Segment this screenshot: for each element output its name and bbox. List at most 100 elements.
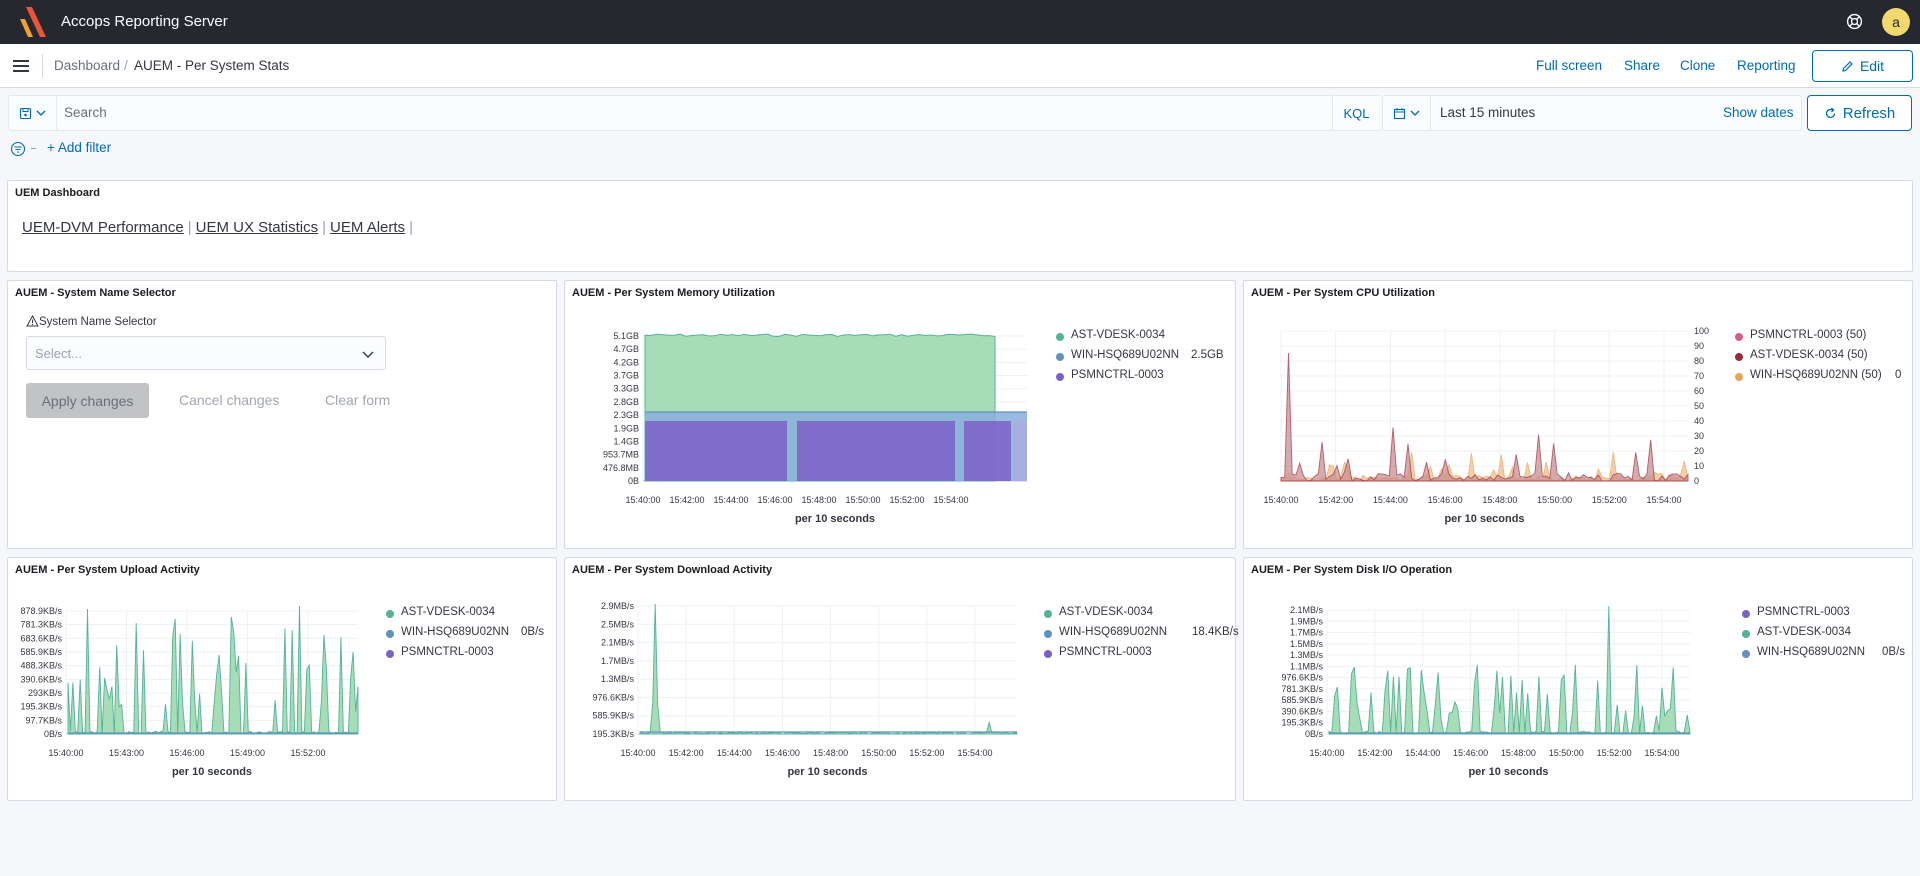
link-uem-dvm-performance[interactable]: UEM-DVM Performance — [22, 219, 184, 236]
kql-toggle[interactable]: KQL — [1332, 95, 1380, 131]
y-tick-label: 4.2GB — [613, 357, 639, 367]
filter-icon[interactable] — [10, 141, 26, 157]
legend-label: WIN-HSQ689U02NN — [1757, 646, 1865, 658]
menu-icon[interactable] — [12, 57, 30, 75]
legend-value: 0 — [1895, 369, 1902, 381]
x-tick-label: 15:52:00 — [889, 495, 924, 505]
legend-label: PSMNCTRL-0003 — [401, 646, 494, 658]
y-tick-label: 70 — [1694, 371, 1704, 381]
panel-title: AUEM - Per System Upload Activity — [15, 564, 200, 576]
y-tick-label: 878.9KB/s — [20, 606, 62, 616]
share-link[interactable]: Share — [1624, 58, 1661, 73]
saved-query-button[interactable] — [9, 96, 57, 130]
link-uem-alerts[interactable]: UEM Alerts — [330, 219, 406, 236]
chart-legend: PSMNCTRL-0003 AST-VDESK-0034 WIN-HSQ689U02… — [1742, 606, 1912, 666]
legend-dot — [1735, 353, 1743, 361]
x-tick-label: 15:46:00 — [169, 748, 204, 758]
y-tick-label: 90 — [1694, 341, 1704, 351]
legend-dot — [1044, 630, 1052, 638]
x-tick-label: 15:54:00 — [1644, 748, 1679, 758]
clear-form-button[interactable]: Clear form — [325, 392, 391, 408]
chart-legend: AST-VDESK-0034 WIN-HSQ689U02NN 18.4KB/s PSM… — [1044, 606, 1239, 666]
link-uem-ux-statistics[interactable]: UEM UX Statistics — [195, 219, 319, 236]
x-tick-label: 15:48:00 — [813, 748, 848, 758]
y-tick-label: 50 — [1694, 401, 1704, 411]
pencil-icon — [1842, 60, 1853, 72]
y-tick-label: 976.6KB/s — [592, 692, 634, 702]
y-tick-label: 2.3GB — [613, 410, 639, 420]
cpu-utilization-panel: AUEM - Per System CPU Utilization 0 10 20 3… — [1243, 280, 1913, 549]
x-axis-title: per 10 seconds — [795, 513, 875, 525]
breadcrumb-dashboard[interactable]: Dashboard — [54, 58, 121, 73]
date-picker: Last 15 minutes Show dates — [1382, 95, 1802, 131]
calendar-icon — [1393, 107, 1406, 119]
y-tick-label: 5.1GB — [613, 331, 639, 341]
y-tick-label: 390.6KB/s — [1281, 706, 1323, 716]
x-tick-label: 15:44:00 — [1405, 748, 1440, 758]
clone-link[interactable]: Clone — [1680, 58, 1716, 73]
y-tick-label: 2.9MB/s — [601, 601, 635, 611]
y-tick-label: 585.9KB/s — [592, 711, 634, 721]
refresh-button[interactable]: Refresh — [1807, 95, 1912, 131]
cancel-changes-button[interactable]: Cancel changes — [179, 392, 280, 408]
y-tick-label: 80 — [1694, 356, 1704, 366]
y-tick-label: 1.9MB/s — [1290, 616, 1324, 626]
y-tick-label: 781.3KB/s — [20, 620, 62, 630]
select-placeholder: Select... — [35, 346, 82, 361]
x-tick-label: 15:50:00 — [1537, 495, 1572, 505]
user-avatar[interactable]: a — [1882, 8, 1910, 36]
disk-io-panel: AUEM - Per System Disk I/O Operation 0B/… — [1243, 557, 1913, 801]
area-psmnctrl-0003 — [964, 421, 1011, 481]
uem-dashboard-panel: UEM Dashboard UEM-DVM Performance | UEM UX… — [7, 180, 1913, 272]
x-axis-title: per 10 seconds — [1468, 766, 1548, 778]
chevron-down-icon — [362, 351, 374, 358]
add-filter-link[interactable]: + Add filter — [47, 140, 112, 155]
x-tick-label: 15:42:00 — [669, 495, 704, 505]
edit-label: Edit — [1859, 58, 1885, 74]
x-tick-label: 15:50:00 — [845, 495, 880, 505]
quick-date-button[interactable] — [1383, 96, 1431, 130]
y-tick-label: 953.7MB — [603, 450, 639, 460]
accops-logo[interactable] — [18, 5, 48, 39]
x-tick-label: 15:40:00 — [625, 495, 660, 505]
y-tick-label: 20 — [1694, 446, 1704, 456]
breadcrumb-current: AUEM - Per System Stats — [134, 58, 290, 73]
y-tick-label: 585.9KB/s — [20, 647, 62, 657]
legend-dot — [1742, 650, 1750, 658]
y-tick-label: 1.5MB/s — [1290, 639, 1324, 649]
breadcrumb-bar: Dashboard / AUEM - Per System Stats Full… — [0, 44, 1920, 88]
y-tick-label: 0B/s — [1305, 729, 1324, 739]
selector-label: System Name Selector — [26, 314, 157, 328]
x-tick-label: 15:52:00 — [290, 748, 325, 758]
x-tick-label: 15:48:00 — [1501, 748, 1536, 758]
edit-button[interactable]: Edit — [1812, 50, 1913, 82]
panel-title: AUEM - Per System Disk I/O Operation — [1251, 564, 1453, 576]
fullscreen-link[interactable]: Full screen — [1536, 58, 1603, 73]
x-tick-label: 15:46:00 — [757, 495, 792, 505]
system-name-select[interactable]: Select... — [26, 336, 386, 370]
legend-dot — [1735, 333, 1743, 341]
x-axis-title: per 10 seconds — [1444, 513, 1524, 525]
legend-label: AST-VDESK-0034 — [1059, 606, 1153, 618]
time-range[interactable]: Last 15 minutes — [1440, 105, 1536, 120]
reporting-link[interactable]: Reporting — [1737, 58, 1796, 73]
x-tick-label: 15:40:00 — [620, 748, 655, 758]
link-separator: | — [409, 219, 413, 236]
panel-title: AUEM - System Name Selector — [15, 287, 176, 299]
legend-label: PSMNCTRL-0003 (50) — [1750, 329, 1867, 341]
show-dates-link[interactable]: Show dates — [1723, 105, 1794, 120]
y-tick-label: 1.3MB/s — [601, 674, 635, 684]
y-tick-label: 100 — [1694, 326, 1709, 336]
search-input[interactable]: Search — [64, 105, 107, 120]
apply-changes-button[interactable]: Apply changes — [26, 383, 149, 418]
help-icon[interactable] — [1846, 13, 1863, 30]
y-tick-label: 2.1MB/s — [601, 638, 635, 648]
panel-title: AUEM - Per System Download Activity — [572, 564, 773, 576]
legend-value: 2.5GB — [1191, 349, 1224, 361]
x-tick-label: 15:48:00 — [801, 495, 836, 505]
y-tick-label: 195.3KB/s — [1281, 718, 1323, 728]
legend-label: WIN-HSQ689U02NN (50) — [1750, 369, 1882, 381]
chart-legend: AST-VDESK-0034 WIN-HSQ689U02NN 0B/s PSMNCTR… — [386, 606, 556, 666]
x-tick-label: 15:54:00 — [933, 495, 968, 505]
